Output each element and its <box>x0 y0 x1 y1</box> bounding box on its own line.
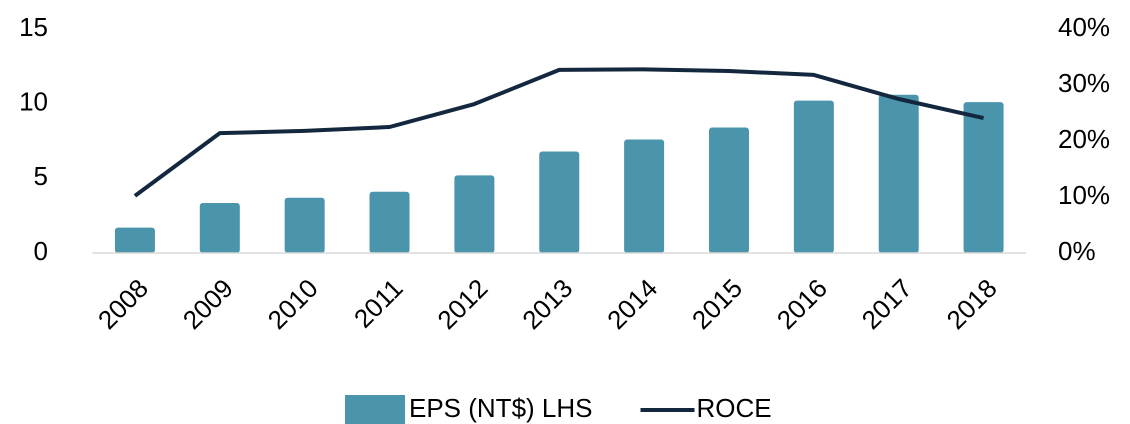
y2-tick-label: 30% <box>1058 68 1110 98</box>
y-tick-label: 0 <box>34 236 48 266</box>
y-tick-label: 5 <box>34 161 48 191</box>
bar <box>454 175 495 253</box>
bar <box>199 202 240 253</box>
y2-tick-label: 10% <box>1058 180 1110 210</box>
x-tick-label: 2018 <box>941 273 1003 335</box>
y-tick-label: 10 <box>19 87 48 117</box>
x-tick-label: 2014 <box>601 273 663 335</box>
bar <box>369 191 410 253</box>
y-tick-label: 15 <box>19 12 48 42</box>
y2-tick-label: 20% <box>1058 124 1110 154</box>
y2-tick-label: 40% <box>1058 12 1110 42</box>
bar <box>878 94 919 253</box>
legend-swatch <box>345 395 405 424</box>
bar <box>539 151 580 253</box>
x-tick-label: 2009 <box>177 273 239 335</box>
legend-label: EPS (NT$) LHS <box>409 393 593 423</box>
line <box>133 67 985 198</box>
bar <box>624 139 665 253</box>
x-tick-label: 2017 <box>856 273 918 335</box>
x-tick-label: 2010 <box>262 273 324 335</box>
x-tick-label: 2013 <box>516 273 578 335</box>
bar <box>793 100 834 254</box>
bar <box>284 197 325 253</box>
x-tick-label: 2016 <box>771 273 833 335</box>
x-tick-label: 2011 <box>348 273 409 334</box>
bar <box>708 127 749 253</box>
x-tick-label: 2015 <box>686 273 748 335</box>
legend-label: ROCE <box>697 393 772 423</box>
y2-tick-label: 0% <box>1058 236 1096 266</box>
bar <box>114 227 155 253</box>
x-tick-label: 2012 <box>431 273 493 335</box>
bar <box>963 102 1004 253</box>
x-tick-label: 2008 <box>92 273 154 335</box>
